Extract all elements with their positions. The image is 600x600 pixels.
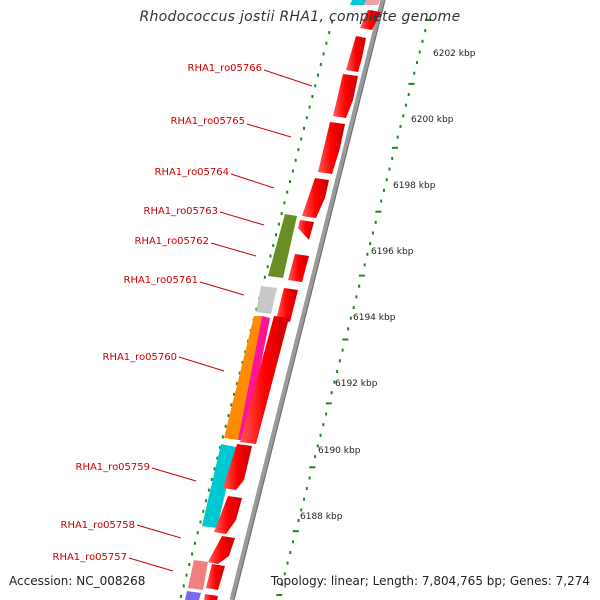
leader-line: [128, 557, 174, 572]
gene-label-ro05759[interactable]: RHA1_ro05759: [76, 462, 151, 473]
kbp-label-6200: 6200 kbp: [411, 115, 454, 125]
red-gene-arrow[interactable]: [333, 74, 358, 118]
gene-box-pink-top[interactable]: [364, 0, 380, 5]
gene-label-ro05765[interactable]: RHA1_ro05765: [171, 116, 246, 127]
red-gene-arrow[interactable]: [214, 496, 242, 534]
backbone-shadow: [233, 0, 386, 600]
leader-line: [178, 356, 225, 372]
kbp-label-6192: 6192 kbp: [335, 379, 378, 389]
gene-box-orange[interactable]: [224, 316, 262, 440]
gene-label-ro05758[interactable]: RHA1_ro05758: [61, 520, 136, 531]
gene-label-ro05761[interactable]: RHA1_ro05761: [124, 275, 199, 286]
red-gene-arrow[interactable]: [302, 178, 329, 218]
kbp-label-6202: 6202 kbp: [433, 49, 476, 59]
leader-line: [230, 173, 275, 189]
kbp-tick-track: [276, 19, 431, 597]
gene-box-pink[interactable]: [188, 560, 208, 590]
gene-label-ro05762[interactable]: RHA1_ro05762: [135, 236, 210, 247]
red-gene-arrow[interactable]: [208, 536, 235, 564]
red-gene-arrow[interactable]: [298, 220, 314, 240]
red-gene-arrow[interactable]: [240, 316, 289, 444]
red-gene-arrow[interactable]: [288, 254, 309, 282]
leader-line: [219, 211, 265, 226]
red-gene-arrow[interactable]: [346, 36, 366, 72]
map-title: Rhodococcus jostii RHA1, complete genome: [139, 9, 461, 25]
leader-line: [151, 467, 197, 482]
red-gene-arrow[interactable]: [223, 444, 252, 490]
gene-label-ro05763[interactable]: RHA1_ro05763: [144, 206, 219, 217]
gene-box-olive[interactable]: [268, 214, 297, 278]
leader-line: [199, 281, 245, 296]
leader-line: [263, 69, 313, 87]
backbone-line: [229, 0, 386, 600]
gene-label-ro05764[interactable]: RHA1_ro05764: [155, 167, 230, 178]
gene-box-gray[interactable]: [256, 286, 277, 314]
gene-box-cyan[interactable]: [202, 444, 236, 528]
kbp-label-6194: 6194 kbp: [353, 313, 396, 323]
red-gene-arrow[interactable]: [360, 10, 381, 30]
forward-gene-track: [204, 10, 381, 600]
gene-label-track: RHA1_ro05766 RHA1_ro05765 RHA1_ro05764 R…: [53, 63, 313, 572]
kbp-label-6188: 6188 kbp: [300, 512, 343, 522]
gene-label-ro05766[interactable]: RHA1_ro05766: [188, 63, 263, 74]
gene-box-purple[interactable]: [185, 591, 201, 600]
colored-gene-track: [185, 0, 380, 600]
leader-line: [136, 524, 182, 539]
leader-line: [246, 123, 292, 138]
red-gene-arrow[interactable]: [318, 122, 345, 174]
gene-box-cyan-top[interactable]: [350, 0, 366, 5]
accession-label: Accession: NC_008268: [9, 574, 146, 588]
gene-box-magenta[interactable]: [238, 316, 270, 440]
red-gene-arrow[interactable]: [206, 564, 225, 590]
gene-label-ro05760[interactable]: RHA1_ro05760: [103, 352, 178, 363]
kbp-label-6198: 6198 kbp: [393, 181, 436, 191]
gene-label-ro05757[interactable]: RHA1_ro05757: [53, 552, 128, 563]
kbp-label-6196: 6196 kbp: [371, 247, 414, 257]
red-gene-arrow[interactable]: [276, 288, 298, 322]
leader-line: [210, 242, 257, 257]
kbp-label-track: 6202 kbp 6200 kbp 6198 kbp 6196 kbp 6194…: [300, 49, 476, 522]
topology-label: Topology: linear; Length: 7,804,765 bp; …: [270, 574, 590, 588]
red-gene-arrow[interactable]: [204, 594, 218, 600]
kbp-label-6190: 6190 kbp: [318, 446, 361, 456]
